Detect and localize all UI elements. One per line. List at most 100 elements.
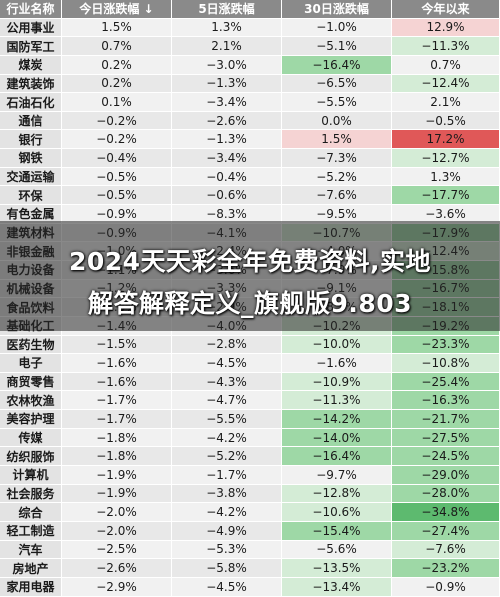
- industry-name-cell: 社会服务: [0, 484, 62, 503]
- table-row[interactable]: 纺织服饰 −1.8% −5.2% −16.4% −24.5%: [0, 447, 500, 467]
- table-row[interactable]: 传媒 −1.8% −4.2% −14.0% −27.5%: [0, 428, 500, 448]
- today-change-cell: −1.9%: [62, 466, 172, 484]
- 5day-change-cell: −1.3%: [172, 74, 282, 93]
- today-change-cell: −2.0%: [62, 521, 172, 540]
- table-row[interactable]: 石油石化 0.1% −3.4% −5.5% 2.1%: [0, 93, 500, 112]
- today-change-cell: −1.9%: [62, 484, 172, 503]
- 5day-change-cell: −4.5%: [172, 354, 282, 372]
- today-change-cell: −2.0%: [62, 503, 172, 521]
- industry-name-cell: 煤炭: [0, 55, 62, 74]
- table-row[interactable]: 房地产 −2.6% −5.8% −13.5% −23.2%: [0, 559, 500, 578]
- industry-name-cell: 国防军工: [0, 37, 62, 55]
- ytd-change-cell: 1.3%: [392, 167, 500, 186]
- 5day-change-cell: −3.8%: [172, 484, 282, 503]
- ytd-change-cell: −16.3%: [392, 391, 500, 410]
- today-change-cell: −1.7%: [62, 391, 172, 410]
- 30day-change-cell: −1.6%: [282, 354, 392, 372]
- ytd-change-cell: −34.8%: [392, 503, 500, 521]
- 30day-change-cell: −11.3%: [282, 391, 392, 410]
- 5day-change-cell: −3.4%: [172, 93, 282, 111]
- table-row[interactable]: 公用事业 1.5% 1.3% −1.0% 12.9%: [0, 18, 500, 38]
- 30day-change-cell: −5.1%: [282, 37, 392, 55]
- header-5day-change[interactable]: 5日涨跌幅: [172, 0, 282, 18]
- industry-name-cell: 纺织服饰: [0, 447, 62, 466]
- table-row[interactable]: 医药生物 −1.5% −2.8% −10.0% −23.3%: [0, 335, 500, 355]
- industry-name-cell: 银行: [0, 130, 62, 149]
- 5day-change-cell: −8.3%: [172, 205, 282, 223]
- 30day-change-cell: −16.4%: [282, 55, 392, 74]
- industry-name-cell: 商贸零售: [0, 372, 62, 391]
- table-row[interactable]: 钢铁 −0.4% −3.4% −7.3% −12.7%: [0, 149, 500, 168]
- ytd-change-cell: −17.7%: [392, 186, 500, 205]
- 30day-change-cell: −10.9%: [282, 372, 392, 391]
- industry-name-cell: 有色金属: [0, 205, 62, 223]
- today-change-cell: 0.2%: [62, 55, 172, 74]
- 30day-change-cell: −10.6%: [282, 503, 392, 521]
- table-row[interactable]: 美容护理 −1.7% −5.5% −14.2% −21.7%: [0, 410, 500, 429]
- table-row[interactable]: 煤炭 0.2% −3.0% −16.4% 0.7%: [0, 55, 500, 75]
- header-ytd-change[interactable]: 今年以来: [392, 0, 500, 18]
- table-header: 行业名称 今日涨跌幅 ↓ 5日涨跌幅 30日涨跌幅 今年以来: [0, 0, 500, 19]
- table-row[interactable]: 银行 −0.2% −1.3% 1.5% 17.2%: [0, 130, 500, 150]
- 30day-change-cell: −12.8%: [282, 484, 392, 503]
- 5day-change-cell: −5.3%: [172, 540, 282, 559]
- 5day-change-cell: −4.5%: [172, 577, 282, 596]
- ytd-change-cell: −27.5%: [392, 428, 500, 447]
- industry-name-cell: 房地产: [0, 559, 62, 577]
- table-row[interactable]: 汽车 −2.5% −5.3% −5.6% −7.6%: [0, 540, 500, 560]
- header-today-change[interactable]: 今日涨跌幅 ↓: [62, 0, 172, 18]
- table-row[interactable]: 交通运输 −0.5% −0.4% −5.2% 1.3%: [0, 167, 500, 187]
- table-row[interactable]: 通信 −0.2% −2.6% 0.0% −0.5%: [0, 111, 500, 131]
- 5day-change-cell: −4.7%: [172, 391, 282, 410]
- 5day-change-cell: −3.0%: [172, 55, 282, 74]
- 30day-change-cell: −5.5%: [282, 93, 392, 111]
- ytd-change-cell: 12.9%: [392, 18, 500, 37]
- 30day-change-cell: −1.0%: [282, 18, 392, 37]
- today-change-cell: −1.6%: [62, 372, 172, 391]
- table-row[interactable]: 有色金属 −0.9% −8.3% −9.5% −3.6%: [0, 205, 500, 224]
- ytd-change-cell: −29.0%: [392, 466, 500, 484]
- header-industry[interactable]: 行业名称: [0, 0, 62, 18]
- ytd-change-cell: −23.3%: [392, 335, 500, 354]
- ytd-change-cell: −0.9%: [392, 577, 500, 596]
- industry-name-cell: 电子: [0, 354, 62, 372]
- watermark-banner: 2024天天彩全年免费资料,实地 解答解释定义_旗舰版9.803: [0, 221, 500, 331]
- table-row[interactable]: 环保 −0.5% −0.6% −7.6% −17.7%: [0, 186, 500, 206]
- table-row[interactable]: 轻工制造 −2.0% −4.9% −15.4% −27.4%: [0, 521, 500, 541]
- industry-name-cell: 建筑装饰: [0, 74, 62, 93]
- 5day-change-cell: −1.3%: [172, 130, 282, 149]
- ytd-change-cell: −10.8%: [392, 354, 500, 372]
- table-row[interactable]: 家用电器 −2.9% −4.5% −13.4% −0.9%: [0, 577, 500, 597]
- 30day-change-cell: −5.6%: [282, 540, 392, 559]
- industry-name-cell: 轻工制造: [0, 521, 62, 540]
- today-change-cell: −0.2%: [62, 111, 172, 130]
- ytd-change-cell: −28.0%: [392, 484, 500, 503]
- header-30day-change[interactable]: 30日涨跌幅: [282, 0, 392, 18]
- 30day-change-cell: −13.5%: [282, 559, 392, 577]
- table-row[interactable]: 建筑装饰 0.2% −1.3% −6.5% −12.4%: [0, 74, 500, 94]
- 30day-change-cell: −14.2%: [282, 410, 392, 428]
- ytd-change-cell: −12.4%: [392, 74, 500, 93]
- banner-line-1: 2024天天彩全年免费资料,实地: [68, 247, 432, 276]
- industry-name-cell: 农林牧渔: [0, 391, 62, 410]
- today-change-cell: −2.9%: [62, 577, 172, 596]
- 30day-change-cell: −13.4%: [282, 577, 392, 596]
- ytd-change-cell: −23.2%: [392, 559, 500, 577]
- table-row[interactable]: 商贸零售 −1.6% −4.3% −10.9% −25.4%: [0, 372, 500, 392]
- 30day-change-cell: −15.4%: [282, 521, 392, 540]
- table-row[interactable]: 农林牧渔 −1.7% −4.7% −11.3% −16.3%: [0, 391, 500, 411]
- table-row[interactable]: 综合 −2.0% −4.2% −10.6% −34.8%: [0, 503, 500, 522]
- industry-name-cell: 环保: [0, 186, 62, 205]
- today-change-cell: −1.8%: [62, 428, 172, 447]
- today-change-cell: 0.2%: [62, 74, 172, 93]
- table-row[interactable]: 国防军工 0.7% 2.1% −5.1% −11.3%: [0, 37, 500, 56]
- 5day-change-cell: 2.1%: [172, 37, 282, 55]
- today-change-cell: −2.6%: [62, 559, 172, 577]
- today-change-cell: 0.1%: [62, 93, 172, 111]
- table-row[interactable]: 电子 −1.6% −4.5% −1.6% −10.8%: [0, 354, 500, 373]
- table-row[interactable]: 社会服务 −1.9% −3.8% −12.8% −28.0%: [0, 484, 500, 504]
- ytd-change-cell: −21.7%: [392, 410, 500, 428]
- today-change-cell: −1.8%: [62, 447, 172, 466]
- 30day-change-cell: −5.2%: [282, 167, 392, 186]
- table-row[interactable]: 计算机 −1.9% −1.7% −9.7% −29.0%: [0, 466, 500, 485]
